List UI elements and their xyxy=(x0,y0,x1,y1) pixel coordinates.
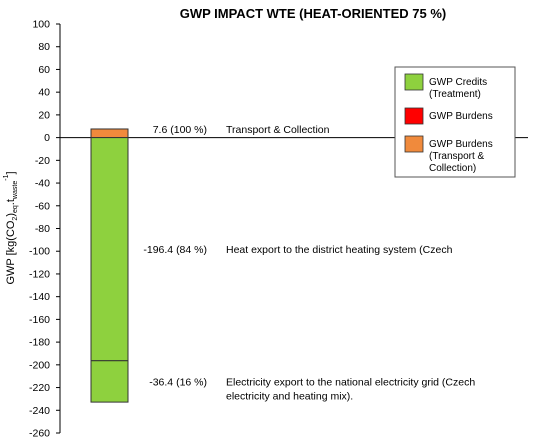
y-axis-label-sub3: waste xyxy=(12,181,19,200)
annotations: 7.6 (100 %) Transport & Collection -196.4 … xyxy=(143,124,475,402)
y-tick-label: -180 xyxy=(29,337,50,349)
legend-label-0-0: GWP Credits xyxy=(429,77,487,88)
y-tick-label: 0 xyxy=(44,132,50,144)
y-axis-label-mid: ) xyxy=(5,213,17,217)
annotation-value-0: 7.6 (100 %) xyxy=(153,124,207,136)
bar-stack xyxy=(90,128,129,403)
y-tick-label: -160 xyxy=(29,314,50,326)
y-tick-label: -200 xyxy=(29,359,50,371)
legend-label-2-0: GWP Burdens xyxy=(429,139,493,150)
y-tick-label: -220 xyxy=(29,382,50,394)
y-axis-label-sup: -1 xyxy=(3,174,10,180)
annotation-value-1: -196.4 (84 %) xyxy=(143,244,207,256)
y-axis-label-mid2: .t xyxy=(5,199,17,205)
y-axis-label-sub2: eq xyxy=(12,205,19,213)
y-tick-label: -20 xyxy=(35,155,50,167)
y-axis-label-sub1: 2 xyxy=(12,217,19,221)
y-tick-label: -240 xyxy=(29,405,50,417)
y-tick-label: 100 xyxy=(32,19,50,31)
y-tick-label: -100 xyxy=(29,246,50,258)
annotation-text-2-0: Electricity export to the national elect… xyxy=(226,376,475,388)
bar-segment-2 xyxy=(90,360,129,403)
legend-label-2-2: Collection) xyxy=(429,163,476,174)
legend-swatch-0 xyxy=(404,73,424,91)
chart-title: GWP IMPACT WTE (HEAT-ORIENTED 75 %) xyxy=(180,6,447,21)
y-tick-label: -260 xyxy=(29,428,50,440)
legend-label-0-1: (Treatment) xyxy=(429,89,481,100)
y-tick-label: 20 xyxy=(38,109,50,121)
y-axis-label-end: ] xyxy=(5,171,17,174)
legend-swatch-2 xyxy=(404,135,424,153)
y-tick-label: -60 xyxy=(35,200,50,212)
y-axis: 100 80 60 40 20 0 -20 -40 -60 -80 -100 -120 -140 -160… xyxy=(29,19,528,440)
legend-label-2-1: (Transport & xyxy=(429,151,485,162)
y-tick-label: -140 xyxy=(29,291,50,303)
y-tick-label: 40 xyxy=(38,87,50,99)
bar-segment-1 xyxy=(90,137,129,362)
y-tick-label: 60 xyxy=(38,64,50,76)
y-axis-label: GWP [kg(CO2)eq.twaste-1] xyxy=(3,171,19,284)
y-axis-label-main: GWP [kg(CO xyxy=(5,220,17,284)
annotation-text-0-0: Transport & Collection xyxy=(226,124,330,136)
y-tick-label: -80 xyxy=(35,223,50,235)
y-tick-label: 80 xyxy=(38,41,50,53)
y-tick-label: -40 xyxy=(35,178,50,190)
legend-swatch-1 xyxy=(404,107,424,125)
annotation-text-2-1: electricity and heating mix). xyxy=(226,390,353,402)
bar-segment-0 xyxy=(90,128,129,139)
y-tick-label: -120 xyxy=(29,268,50,280)
annotation-value-2: -36.4 (16 %) xyxy=(149,376,207,388)
annotation-text-1-0: Heat export to the district heating syst… xyxy=(226,244,453,256)
legend: GWP Credits(Treatment) GWP Burdens GWP Bur… xyxy=(394,66,516,178)
legend-label-1-0: GWP Burdens xyxy=(429,111,493,122)
